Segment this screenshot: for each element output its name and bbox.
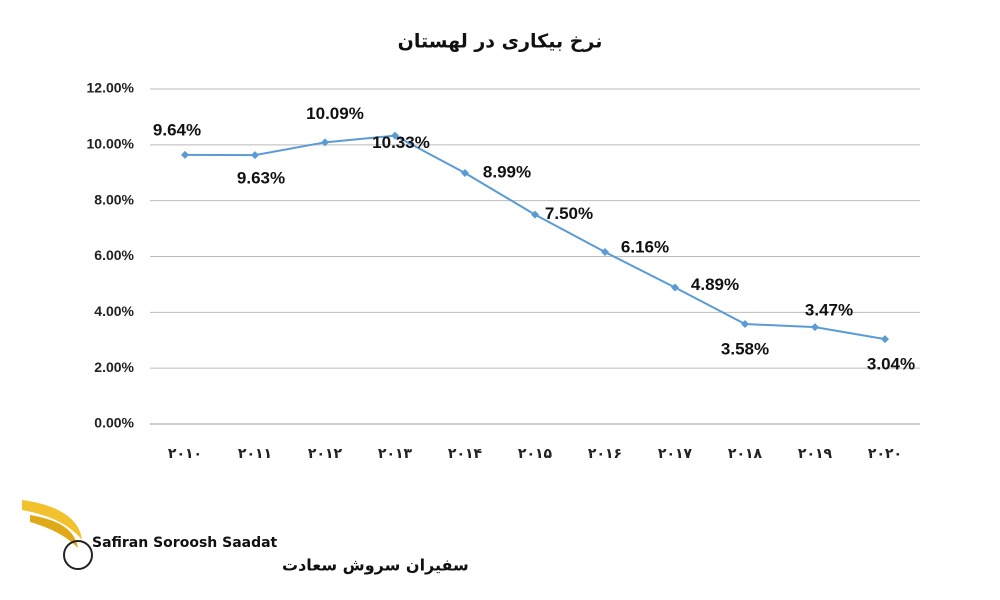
logo-wing bbox=[22, 500, 82, 540]
point bbox=[251, 151, 259, 160]
data-label: 4.89% bbox=[691, 275, 739, 294]
x-tick-label: ۲۰۲۰ bbox=[868, 446, 902, 462]
data-label: 9.63% bbox=[237, 169, 285, 188]
data-label: 3.47% bbox=[805, 301, 853, 320]
x-tick-label: ۲۰۱۳ bbox=[378, 446, 413, 462]
x-tick-label: ۲۰۱۴ bbox=[448, 446, 483, 462]
data-label: 3.04% bbox=[867, 355, 915, 374]
x-tick-label: ۲۰۱۱ bbox=[238, 446, 272, 462]
data-label: 8.99% bbox=[483, 163, 531, 182]
x-tick-label: ۲۰۱۲ bbox=[308, 446, 343, 462]
data-label: 6.16% bbox=[621, 238, 669, 257]
x-tick-label: ۲۰۱۹ bbox=[798, 446, 833, 462]
x-tick-label: ۲۰۱۸ bbox=[728, 446, 763, 462]
y-tick-label: 0.00% bbox=[94, 415, 134, 431]
point bbox=[601, 248, 609, 257]
point bbox=[181, 150, 189, 159]
chart-title: نرخ بیکاری در لهستان bbox=[398, 31, 603, 53]
x-tick-label: ۲۰۱۶ bbox=[588, 446, 622, 462]
point bbox=[461, 169, 469, 178]
y-tick-label: 10.00% bbox=[87, 136, 135, 152]
point bbox=[881, 335, 889, 344]
x-tick-label: ۲۰۱۵ bbox=[518, 446, 553, 462]
data-label: 7.50% bbox=[545, 204, 593, 223]
data-label: 10.09% bbox=[306, 104, 364, 123]
y-tick-label: 4.00% bbox=[94, 303, 134, 319]
point bbox=[531, 210, 539, 219]
data-label: 9.64% bbox=[153, 120, 201, 139]
y-tick-label: 6.00% bbox=[94, 247, 134, 263]
y-tick-label: 8.00% bbox=[94, 191, 134, 207]
logo: Safiran Soroosh Saadat سفیران سروش سعادت bbox=[22, 500, 469, 575]
line-series bbox=[184, 134, 886, 341]
y-tick-label: 12.00% bbox=[87, 80, 135, 96]
logo-name-fa: سفیران سروش سعادت bbox=[282, 556, 469, 575]
data-label: 3.58% bbox=[721, 340, 769, 359]
logo-ring bbox=[63, 540, 93, 570]
data-label: 10.33% bbox=[372, 133, 430, 152]
point bbox=[741, 320, 749, 329]
point bbox=[671, 283, 679, 292]
logo-name: Safiran Soroosh Saadat bbox=[92, 535, 278, 551]
x-tick-label: ۲۰۱۰ bbox=[168, 446, 202, 462]
logo-wing bbox=[30, 515, 78, 548]
point bbox=[391, 131, 399, 140]
y-tick-label: 2.00% bbox=[94, 359, 134, 375]
point bbox=[321, 138, 329, 147]
x-tick-label: ۲۰۱۷ bbox=[658, 446, 693, 462]
point bbox=[811, 323, 819, 332]
